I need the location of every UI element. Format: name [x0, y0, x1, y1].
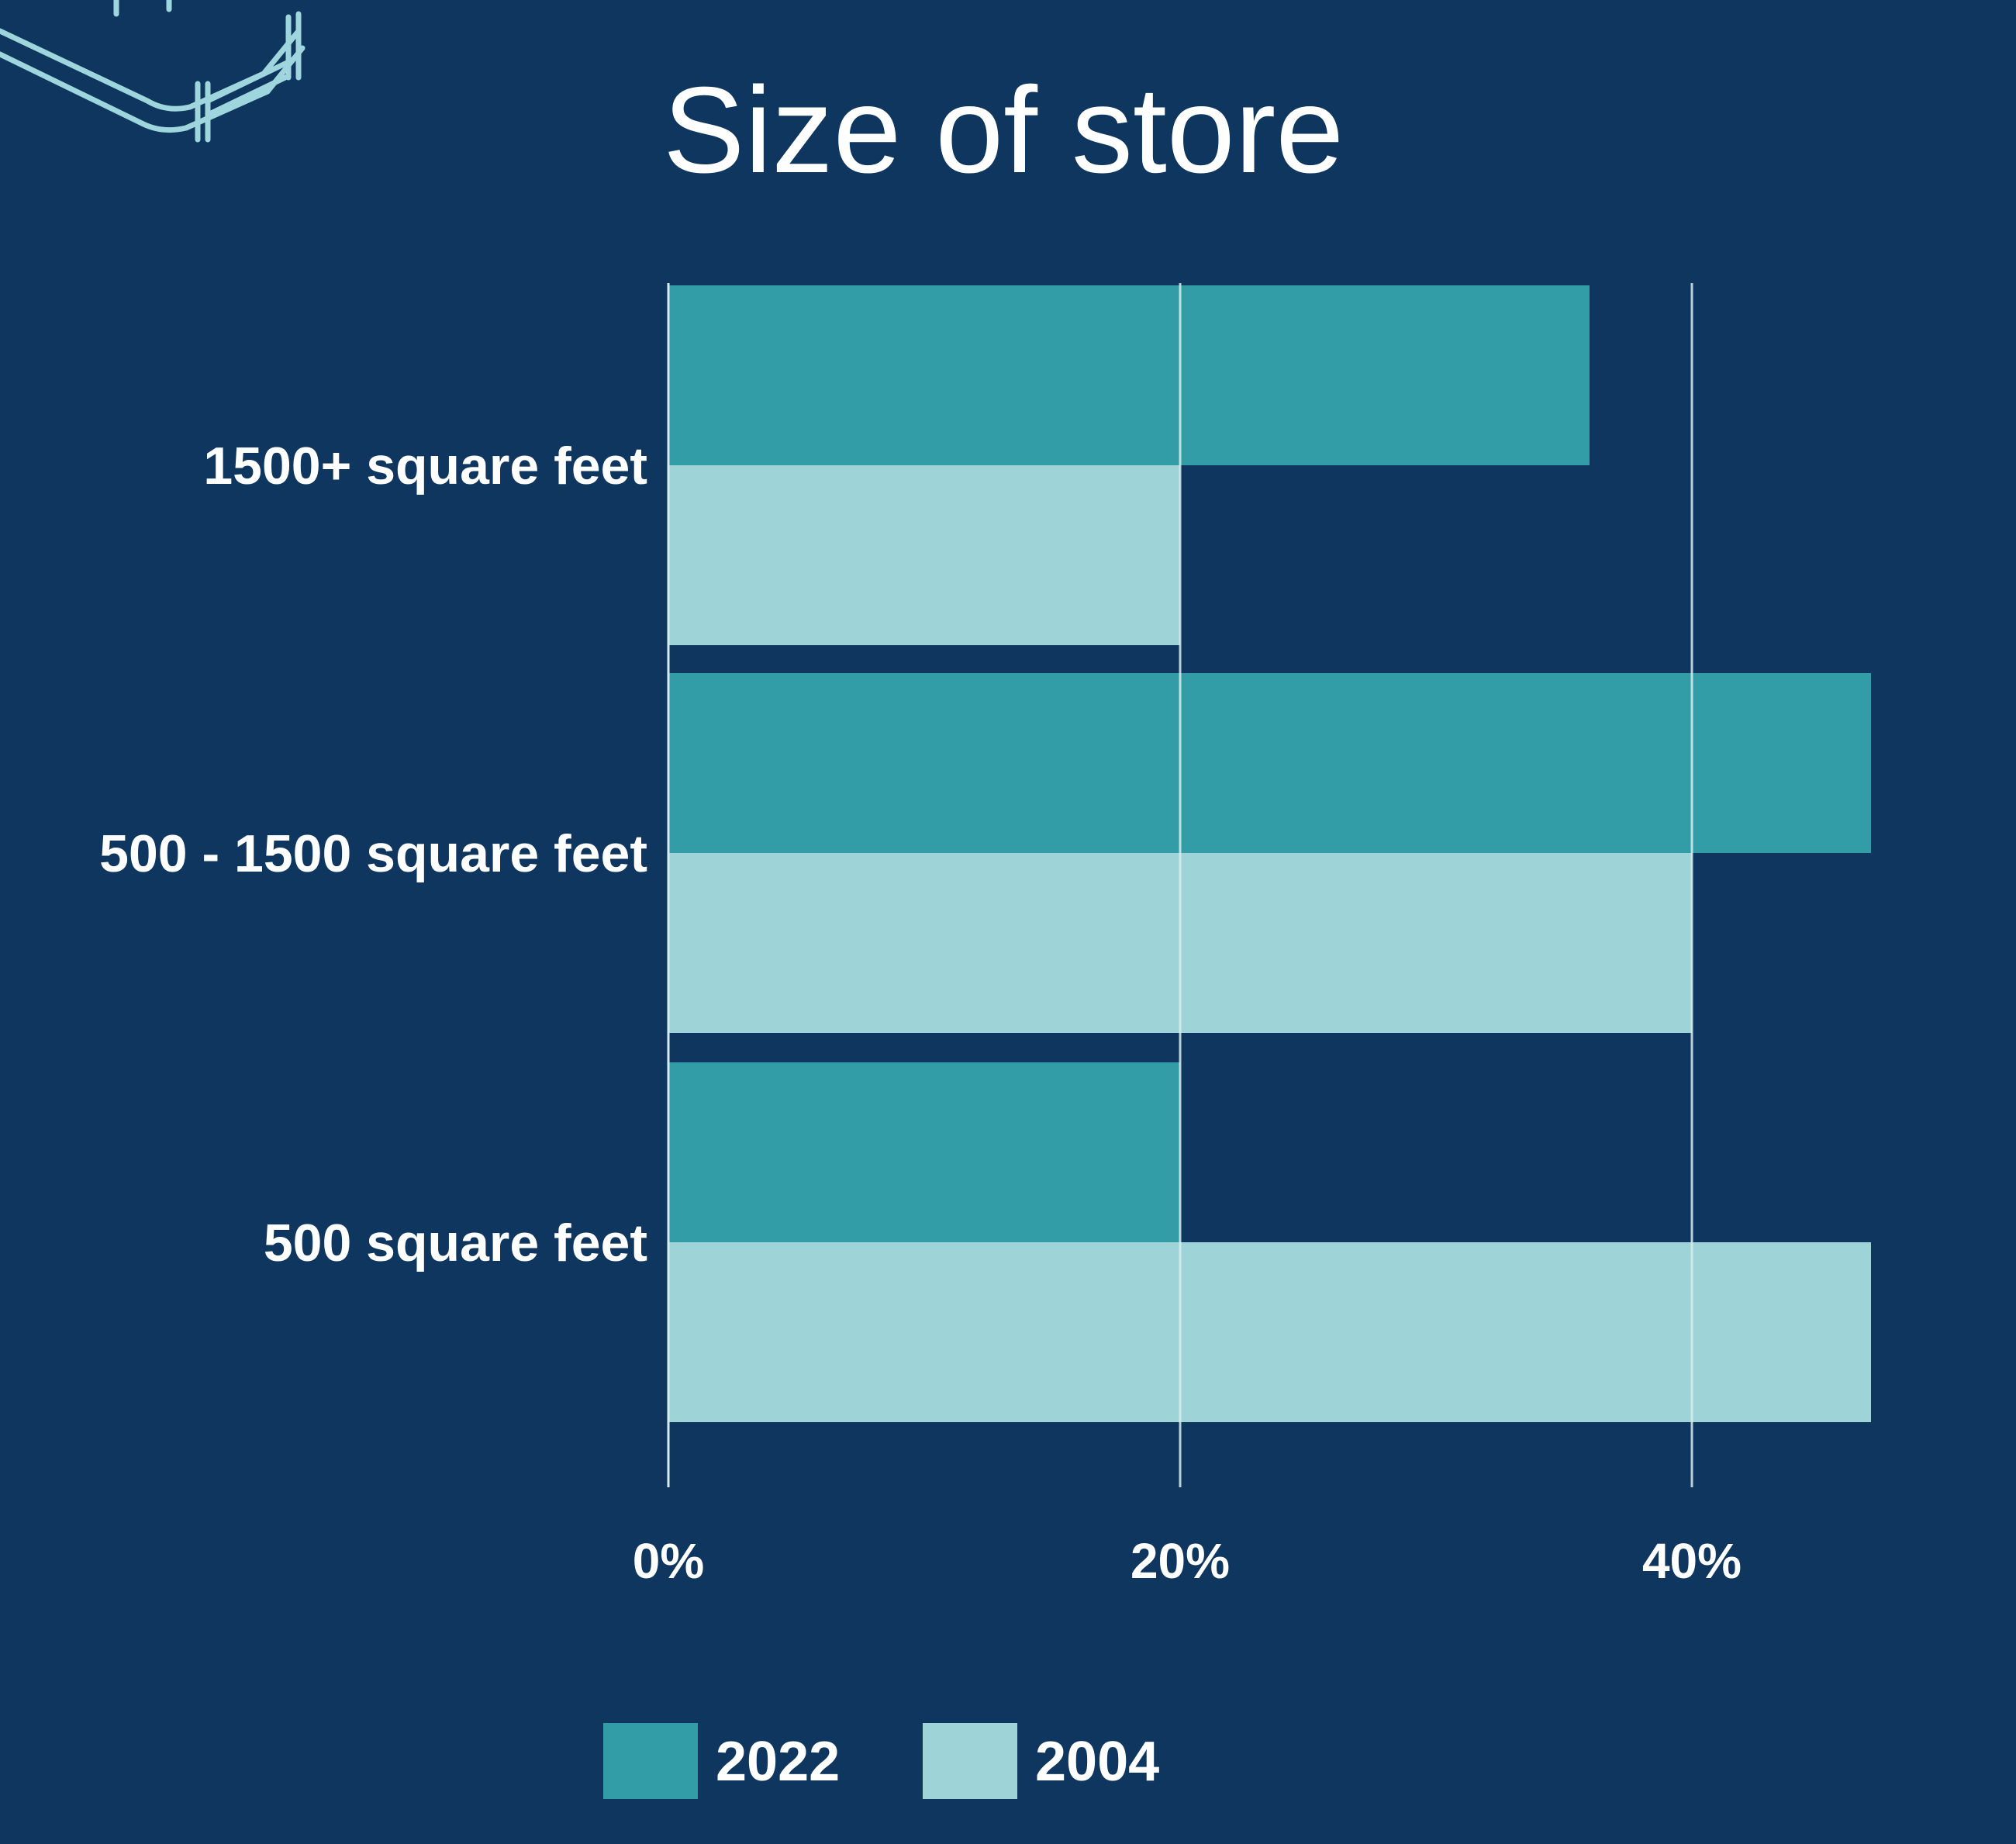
legend-swatch-2004 — [923, 1723, 1017, 1799]
shopping-cart-outline-icon — [0, 0, 306, 143]
chart-title: Size of store — [663, 62, 1344, 199]
category-label-1: 500 - 1500 square feet — [99, 824, 647, 883]
bar-2022-2 — [668, 1062, 1180, 1242]
bar-2022-0 — [668, 285, 1590, 465]
category-label-2: 500 square feet — [264, 1214, 647, 1272]
legend-label-2022: 2022 — [716, 1731, 840, 1793]
bar-2004-2 — [668, 1242, 1871, 1422]
legend-label-2004: 2004 — [1035, 1731, 1159, 1793]
legend-swatch-2022 — [603, 1723, 698, 1799]
x-tick-label-1: 20% — [1131, 1533, 1230, 1589]
x-tick-label-0: 0% — [633, 1533, 705, 1589]
gridlines — [667, 283, 1693, 1487]
bar-2022-1 — [668, 673, 1871, 853]
bar-2004-0 — [668, 465, 1180, 645]
legend: 2022 2004 — [603, 1723, 1159, 1799]
x-axis-ticks: 0% 20% 40% — [633, 1533, 1742, 1589]
x-tick-label-2: 40% — [1642, 1533, 1742, 1589]
bars — [668, 285, 1871, 1422]
category-label-0: 1500+ square feet — [203, 437, 647, 496]
category-labels: 1500+ square feet 500 - 1500 square feet 5… — [99, 437, 647, 1272]
